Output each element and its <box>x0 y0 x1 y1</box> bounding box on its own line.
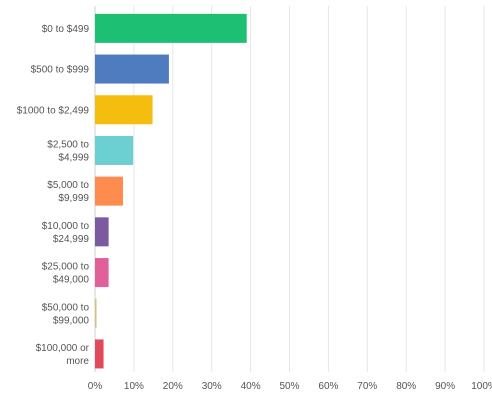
bar <box>95 13 247 43</box>
category-label-line: $10,000 to <box>42 221 90 232</box>
category-label-line: $9,999 <box>58 193 89 204</box>
category-label-line: $99,000 <box>53 315 90 326</box>
category-label: $2,500 to $4,999 <box>47 139 89 163</box>
x-tick-label: 50% <box>279 381 299 392</box>
category-label: $25,000 to $49,000 <box>42 262 90 286</box>
category-label-line: $500 to $999 <box>31 65 90 76</box>
x-tick-label: 80% <box>396 381 416 392</box>
x-tick-label: 60% <box>318 381 338 392</box>
x-tick-label: 100% <box>471 381 492 392</box>
category-label: $0 to $499 <box>42 24 90 35</box>
x-tick-label: 90% <box>435 381 455 392</box>
category-label-line: more <box>66 356 89 367</box>
category-label-line: $2,500 to <box>47 139 89 150</box>
bar <box>95 258 109 288</box>
x-tick-label: 10% <box>124 381 144 392</box>
category-label: $100,000 or more <box>36 343 90 367</box>
bar <box>95 217 109 247</box>
category-label-line: $49,000 <box>53 275 90 286</box>
category-label-line: $100,000 or <box>36 343 90 354</box>
category-label-line: $0 to $499 <box>42 24 90 35</box>
category-label-line: $50,000 to <box>42 302 90 313</box>
category-label-line: $24,999 <box>53 234 90 245</box>
category-label-line: $25,000 to <box>42 262 90 273</box>
x-tick-label: 40% <box>241 381 261 392</box>
category-label-line: $1000 to $2,499 <box>17 105 90 116</box>
bar <box>95 95 153 125</box>
x-tick-label: 0% <box>88 381 103 392</box>
x-tick-label: 20% <box>163 381 183 392</box>
bar <box>95 339 104 369</box>
bar <box>95 176 124 206</box>
x-tick-label: 30% <box>202 381 222 392</box>
bar <box>95 135 134 165</box>
bar <box>95 54 169 84</box>
category-label: $10,000 to $24,999 <box>42 221 90 245</box>
bar <box>95 298 97 328</box>
category-label: $1000 to $2,499 <box>17 105 90 116</box>
category-label-layer: $0 to $499 $500 to $999 $1000 to $2,499 $2,… <box>17 24 90 367</box>
category-label-line: $4,999 <box>58 152 89 163</box>
category-label-line: $5,000 to <box>47 180 89 191</box>
category-label: $500 to $999 <box>31 65 90 76</box>
x-tick-label: 70% <box>357 381 377 392</box>
category-label: $5,000 to $9,999 <box>47 180 89 204</box>
category-label: $50,000 to $99,000 <box>42 302 90 326</box>
x-tick-layer: 0% 10% 20% 30% 40% 50% 60% 70% 80% 90% 100% <box>88 381 492 392</box>
bar-layer <box>95 13 247 369</box>
